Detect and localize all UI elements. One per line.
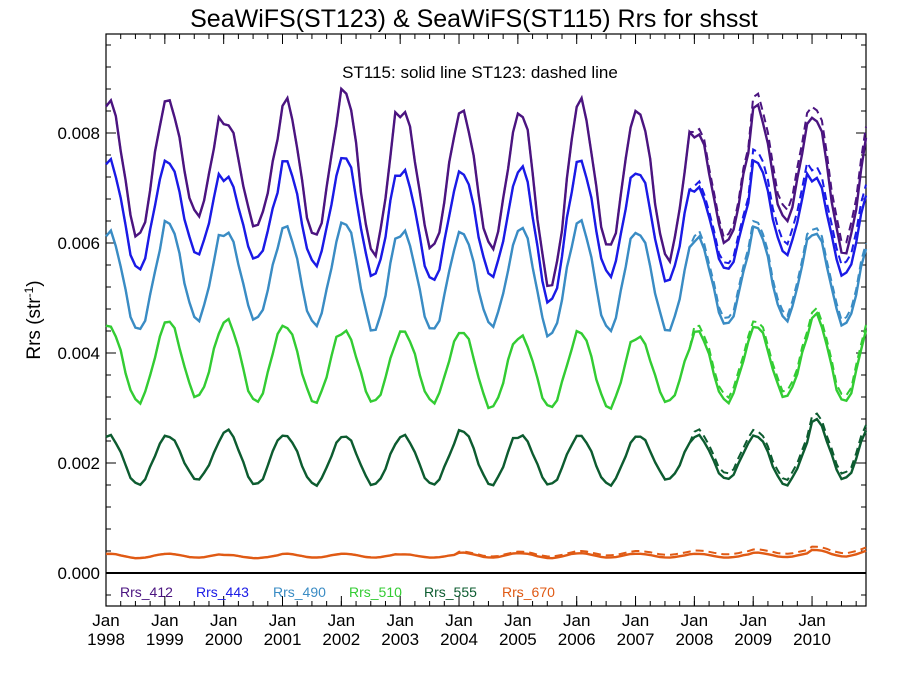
x-tick-month: Jan <box>92 611 119 630</box>
legend-entry-Rrs_490: Rrs_490 <box>273 584 326 600</box>
legend-entry-Rrs_670: Rrs_670 <box>502 584 555 600</box>
series-Rrs_510-st115-line <box>105 311 868 411</box>
y-tick-label: 0.008 <box>57 124 100 143</box>
series-Rrs_490-st115-line <box>105 218 868 339</box>
series-Rrs_555-st115-line <box>105 417 868 488</box>
y-tick-label: 0.006 <box>57 234 100 253</box>
x-tick-year: 1998 <box>87 630 125 649</box>
x-tick-year: 2004 <box>440 630 478 649</box>
x-tick-month: Jan <box>622 611 649 630</box>
x-tick-month: Jan <box>563 611 590 630</box>
series-Rrs_670-st115-line <box>105 548 867 560</box>
x-tick-month: Jan <box>504 611 531 630</box>
y-tick-label: 0.000 <box>57 564 100 583</box>
x-tick-year: 2007 <box>617 630 655 649</box>
x-tick-year: 2010 <box>793 630 831 649</box>
legend: Rrs_412 Rrs_443 Rrs_490 Rrs_510 Rrs_555 Rrs_6… <box>120 584 555 600</box>
x-tick-month: Jan <box>328 611 355 630</box>
plot-frame <box>105 33 867 607</box>
series-Rrs_510-st123-line <box>105 305 867 410</box>
legend-entry-Rrs_443: Rrs_443 <box>196 584 249 600</box>
y-tick-label: 0.002 <box>57 454 100 473</box>
x-tick-year: 2008 <box>675 630 713 649</box>
x-tick-year: 1999 <box>146 630 184 649</box>
x-tick-month: Jan <box>798 611 825 630</box>
x-tick-month: Jan <box>386 611 413 630</box>
y-tick-label: 0.004 <box>57 344 100 363</box>
x-tick-year: 2009 <box>734 630 772 649</box>
chart-title: SeaWiFS(ST123) & SeaWiFS(ST115) Rrs for … <box>190 5 758 33</box>
legend-entry-Rrs_412: Rrs_412 <box>120 584 173 600</box>
x-tick-month: Jan <box>445 611 472 630</box>
x-tick-year: 2000 <box>205 630 243 649</box>
series-Rrs_412-st115-line <box>105 86 868 288</box>
series-layer <box>105 86 868 560</box>
line-style-annotation: ST115: solid line ST123: dashed line <box>342 63 618 82</box>
y-axis-label: Rrs (str-1) <box>22 280 45 359</box>
x-tick-year: 2005 <box>499 630 537 649</box>
axes-layer: 0.0000.0020.0040.0060.008Jan1998Jan1999J… <box>57 34 866 649</box>
y-axis-label-sup: -1 <box>22 286 36 297</box>
series-Rrs_670-st123-line <box>105 545 867 560</box>
x-tick-month: Jan <box>739 611 766 630</box>
y-axis-label-close: ) <box>24 280 45 286</box>
x-tick-month: Jan <box>681 611 708 630</box>
x-tick-month: Jan <box>151 611 178 630</box>
x-tick-year: 2003 <box>381 630 419 649</box>
legend-entry-Rrs_510: Rrs_510 <box>349 584 402 600</box>
legend-entry-Rrs_555: Rrs_555 <box>424 584 477 600</box>
x-tick-month: Jan <box>210 611 237 630</box>
x-tick-month: Jan <box>269 611 296 630</box>
series-Rrs_555-st123-line <box>105 412 867 488</box>
x-tick-year: 2002 <box>322 630 360 649</box>
x-tick-year: 2006 <box>558 630 596 649</box>
x-tick-year: 2001 <box>264 630 302 649</box>
y-axis-label-main: Rrs (str <box>24 297 45 360</box>
series-Rrs_443-st115-line <box>105 156 868 305</box>
